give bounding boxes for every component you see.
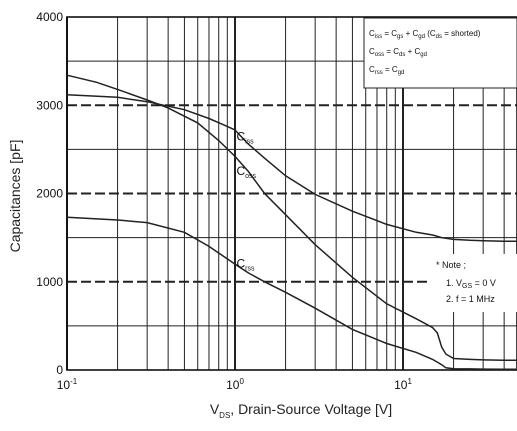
note-line: 1. VGS = 0 V: [446, 278, 496, 290]
plot-frame: [66, 16, 517, 371]
x-tick-label: 100: [226, 377, 244, 392]
legend-line: Coss = Cds + Cgd: [369, 47, 427, 58]
series-label-iss: Ciss: [236, 130, 254, 146]
series-label-oss: Coss: [236, 164, 256, 180]
y-axis-title: Capacitances [pF]: [7, 140, 23, 253]
axis-ticks: 0 1000 2000 3000 4000 10-1 100 101: [36, 10, 412, 392]
series-label-rss: Crss: [236, 257, 255, 273]
x-tick-label: 101: [394, 377, 412, 392]
x-axis-title-sub: DS: [219, 411, 230, 420]
note-background: [430, 254, 517, 312]
legend-line: Crss = Cgd: [369, 65, 404, 76]
series-line-iss: [66, 93, 517, 242]
x-axis-title: VDS, Drain-Source Voltage [V]: [210, 401, 392, 420]
x-axis-title-rest: , Drain-Source Voltage [V]: [230, 401, 392, 417]
legend-box: Ciss = Cgs + Cgd (Cds = shorted) Coss = C…: [363, 17, 517, 89]
note-box: * Note ; 1. VGS = 0 V 2. f = 1 MHz: [430, 254, 517, 312]
y-tick-label: 2000: [36, 187, 63, 201]
y-tick-label: 4000: [36, 10, 63, 24]
x-axis-title-v: V: [210, 401, 220, 417]
series-line-rss: [66, 216, 517, 371]
legend-line: Ciss = Cgs + Cgd (Cds = shorted): [369, 29, 481, 40]
series-labels: Ciss Coss Crss: [236, 130, 256, 273]
note-title: * Note ;: [436, 260, 466, 270]
note-line: 2. f = 1 MHz: [446, 294, 495, 304]
chart-series: [66, 74, 517, 371]
series-line-oss: [66, 74, 517, 362]
y-tick-label: 1000: [36, 275, 63, 289]
x-tick-label: 10-1: [57, 377, 78, 392]
y-tick-label: 3000: [36, 98, 63, 112]
legend-frame: [363, 17, 517, 89]
y-tick-label: 0: [56, 363, 63, 377]
